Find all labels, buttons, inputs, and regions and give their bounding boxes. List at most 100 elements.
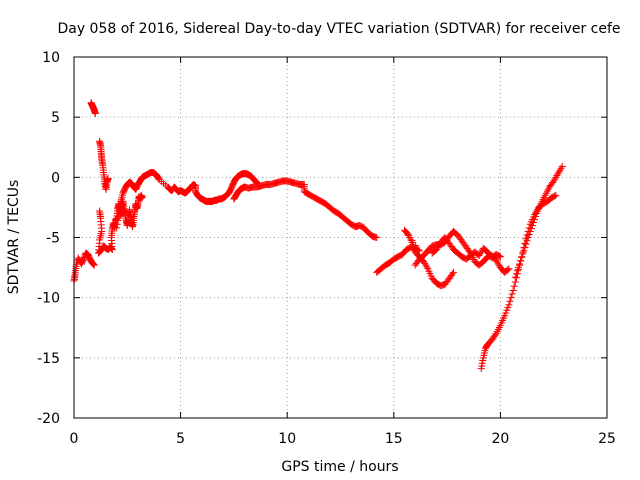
data-point <box>113 220 121 228</box>
data-point <box>404 230 412 238</box>
data-point <box>411 246 419 254</box>
data-point <box>373 234 381 241</box>
data-point <box>449 268 457 276</box>
x-tick-label: 25 <box>598 431 616 447</box>
data-point <box>505 301 513 309</box>
data-point <box>551 175 559 183</box>
y-tick-label: -5 <box>46 231 60 247</box>
data-point <box>553 172 561 180</box>
data-point <box>475 252 483 260</box>
chart-title: Day 058 of 2016, Sidereal Day-to-day VTE… <box>57 21 620 37</box>
data-point <box>528 221 536 229</box>
data-point <box>114 213 122 221</box>
data-point <box>554 170 562 178</box>
data-point <box>505 265 513 273</box>
data-point <box>526 227 534 235</box>
data-point <box>421 259 429 267</box>
data-point <box>116 203 124 211</box>
data-point <box>89 259 97 267</box>
data-point <box>527 224 535 232</box>
data-point <box>91 110 99 118</box>
data-point <box>529 218 537 226</box>
data-point <box>432 246 440 254</box>
x-tick-label: 10 <box>278 431 296 447</box>
data-point <box>476 250 484 258</box>
data-marks <box>70 99 566 373</box>
data-point <box>513 267 521 275</box>
y-axis-label: SDTVAR / TECUs <box>6 180 22 295</box>
data-point <box>531 215 539 223</box>
x-tick-label: 15 <box>385 431 403 447</box>
data-point <box>521 243 529 251</box>
data-point <box>511 273 519 281</box>
data-point <box>551 192 559 200</box>
data-point <box>74 254 82 262</box>
data-point <box>493 258 501 266</box>
data-point <box>519 250 527 258</box>
data-point <box>512 270 520 278</box>
data-point <box>506 297 514 305</box>
x-tick-label: 5 <box>176 431 185 447</box>
data-point <box>252 178 260 186</box>
data-point <box>422 261 430 269</box>
data-point <box>504 266 512 274</box>
plot-frame <box>73 56 608 419</box>
data-point <box>115 206 123 214</box>
grid-lines <box>74 57 607 418</box>
data-point <box>113 224 121 232</box>
data-point <box>104 175 112 183</box>
data-point <box>525 230 533 238</box>
data-point <box>154 174 162 182</box>
data-point <box>494 260 502 268</box>
y-tick-label: -10 <box>37 291 60 307</box>
data-point <box>90 261 98 269</box>
data-point <box>510 282 518 290</box>
data-point <box>555 168 563 176</box>
y-tick-label: 10 <box>42 50 60 66</box>
data-point <box>116 200 124 208</box>
data-point <box>448 270 456 278</box>
data-point <box>520 247 528 255</box>
data-point <box>138 194 146 202</box>
data-point <box>558 163 566 171</box>
data-point <box>523 237 531 245</box>
data-point <box>114 217 122 225</box>
data-point <box>532 212 540 220</box>
data-point <box>410 243 418 251</box>
y-tick-label: 5 <box>51 110 60 126</box>
data-point <box>491 331 499 339</box>
data-point <box>524 234 532 241</box>
data-point <box>552 191 560 199</box>
tick-labels: 0 5 10 15 20 25 -20 -15 -10 -5 0 5 10 <box>37 50 616 447</box>
y-tick-label: -20 <box>37 411 60 427</box>
y-tick-label: -15 <box>37 351 60 367</box>
x-tick-label: 20 <box>491 431 509 447</box>
data-point <box>508 290 516 298</box>
data-point <box>507 294 515 302</box>
data-point <box>253 179 261 187</box>
y-tick-label: 0 <box>51 170 60 186</box>
data-point <box>225 188 233 196</box>
data-point <box>517 257 525 265</box>
data-point <box>495 252 503 260</box>
data-point <box>516 260 524 268</box>
data-point <box>522 240 530 248</box>
data-point <box>410 244 418 252</box>
data-point <box>518 253 526 261</box>
data-point <box>550 177 558 185</box>
data-point <box>89 260 97 268</box>
data-point <box>434 244 442 252</box>
data-point <box>90 261 98 269</box>
x-tick-label: 0 <box>70 431 79 447</box>
data-point <box>423 263 431 271</box>
data-point <box>107 244 115 252</box>
data-point <box>557 164 565 172</box>
data-point <box>496 253 504 261</box>
data-point <box>515 263 523 271</box>
data-point <box>107 244 115 252</box>
data-point <box>552 173 560 181</box>
data-point <box>435 242 443 250</box>
x-axis-label: GPS time / hours <box>281 459 398 475</box>
data-point <box>115 209 123 217</box>
